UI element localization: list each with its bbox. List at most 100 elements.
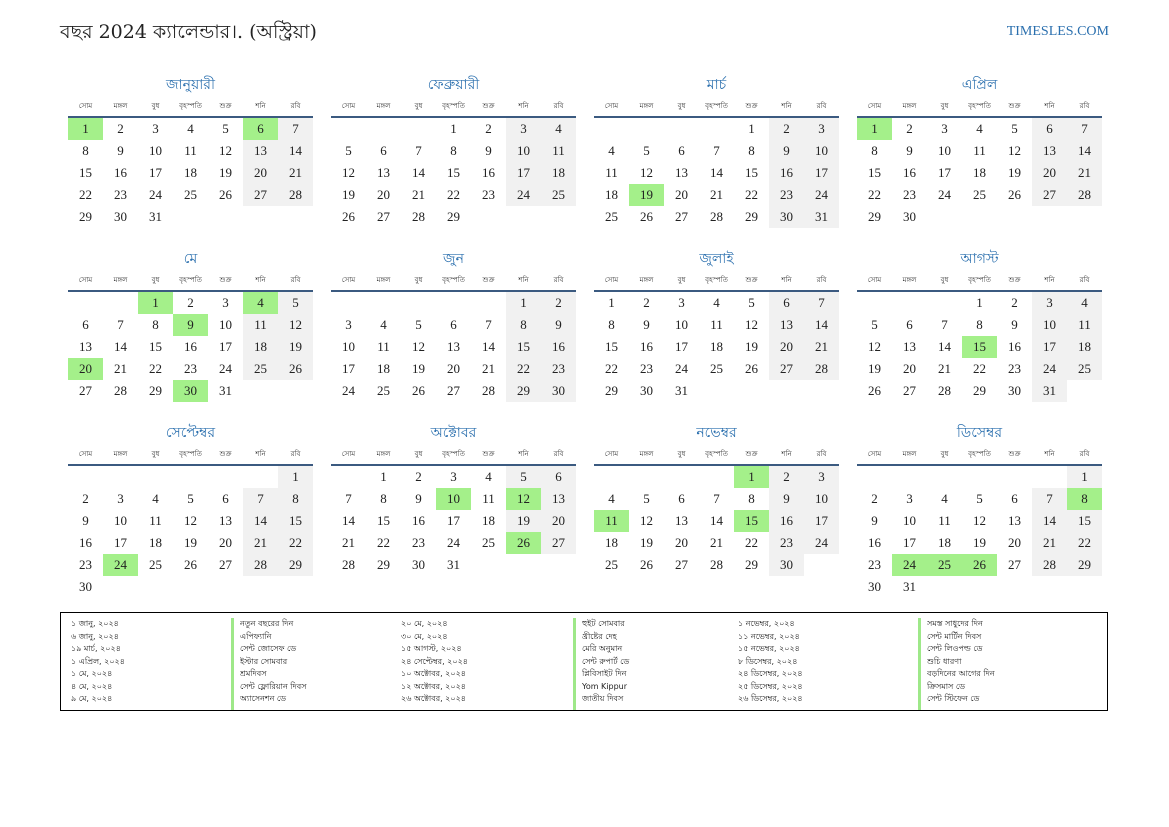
day-cell: 22 xyxy=(79,187,92,202)
day-cell: 3 xyxy=(678,295,685,310)
weekday-header: সোম মঙ্গল বুধ বৃহস্পতি শুক্র শনি রবি xyxy=(857,444,1102,466)
holiday-date: ১ মে, ২০২৪ xyxy=(71,669,113,678)
day-cell: 29 xyxy=(79,209,92,224)
day-cell: 15 xyxy=(447,165,460,180)
day-cell: 29 xyxy=(868,209,881,224)
day-cell: 2 xyxy=(769,118,804,140)
day-cell: 4 xyxy=(1067,292,1102,314)
day-cell: 10 xyxy=(903,513,916,528)
day-cell: 19 xyxy=(506,510,541,532)
day-cell: 1 xyxy=(1067,466,1102,488)
day-cell: 28 xyxy=(1032,554,1067,576)
day-cell: 10 xyxy=(1032,314,1067,336)
days-grid: 1 2 3 4 5 6 7 8 9 10 11 12 13 14 15 16 17 18 19 20 21 22 23 24 2… xyxy=(594,292,839,402)
day-cell: 25 xyxy=(482,535,495,550)
day-cell: 30 xyxy=(868,579,881,594)
holiday-name: ক্রিসমাস ডে xyxy=(927,681,965,691)
weekday-label: শনি xyxy=(1044,450,1055,458)
day-cell: 7 xyxy=(415,143,422,158)
holiday-day: 19 xyxy=(629,184,664,206)
weekday-label: শনি xyxy=(518,102,529,110)
empty-cell xyxy=(103,292,138,314)
day-cell: 31 xyxy=(1032,380,1067,402)
day-cell: 12 xyxy=(640,165,653,180)
day-cell: 2 xyxy=(117,121,124,136)
weekday-label: শুক্র xyxy=(219,450,232,458)
day-cell: 2 xyxy=(187,295,194,310)
day-cell: 11 xyxy=(710,317,723,332)
day-cell: 28 xyxy=(342,557,355,572)
weekday-label: বুধ xyxy=(151,450,160,458)
day-cell: 29 xyxy=(973,383,986,398)
holiday-date: ১৫ নভেম্বর, ২০২৪ xyxy=(738,644,800,653)
day-cell: 28 xyxy=(938,383,951,398)
day-cell: 25 xyxy=(1067,358,1102,380)
holiday-name: সেন্ট জোসেফ ডে xyxy=(240,644,297,653)
day-cell: 16 xyxy=(541,336,576,358)
weekday-label: শুক্র xyxy=(1008,102,1021,110)
day-cell: 11 xyxy=(184,143,197,158)
day-cell: 1 xyxy=(450,121,457,136)
weekday-header: সোম মঙ্গল বুধ বৃহস্পতি শুক্র শনি রবি xyxy=(331,270,576,292)
day-cell: 14 xyxy=(938,339,951,354)
day-cell: 26 xyxy=(342,209,355,224)
weekday-label: মঙ্গল xyxy=(113,276,128,284)
day-cell: 27 xyxy=(1032,184,1067,206)
day-cell: 24 xyxy=(804,532,839,554)
holiday-day: 4 xyxy=(243,292,278,314)
day-cell: 15 xyxy=(605,339,618,354)
day-cell: 6 xyxy=(906,317,913,332)
day-cell: 11 xyxy=(149,513,162,528)
days-grid: 1 2 3 4 5 6 7 8 9 10 11 12 13 14 15 16 17 18 19 20 21 22 23 24 2… xyxy=(594,118,839,228)
empty-cell xyxy=(471,292,506,314)
day-cell: 7 xyxy=(243,488,278,510)
holiday-name: সেন্ট লিওপল্ড ডে xyxy=(927,644,983,653)
day-cell: 15 xyxy=(745,165,758,180)
day-cell: 17 xyxy=(447,513,460,528)
holiday-date: ৯ মে, ২০২৪ xyxy=(71,694,113,703)
holiday-day: 26 xyxy=(962,554,997,576)
day-cell: 18 xyxy=(1067,336,1102,358)
day-cell: 2 xyxy=(1011,295,1018,310)
day-cell: 12 xyxy=(412,339,425,354)
day-cell: 5 xyxy=(278,292,313,314)
day-cell: 2 xyxy=(643,295,650,310)
day-cell: 24 xyxy=(804,184,839,206)
day-cell: 9 xyxy=(541,314,576,336)
day-cell: 21 xyxy=(342,535,355,550)
day-cell: 23 xyxy=(184,361,197,376)
day-cell: 1 xyxy=(278,466,313,488)
empty-cell xyxy=(243,466,278,488)
day-cell: 28 xyxy=(710,209,723,224)
day-cell: 4 xyxy=(541,118,576,140)
holiday-legend: ১ জানু, ২০২৪ ৬ জানু, ২০২৪ ১৯ মার্চ, ২০২৪ ১ … xyxy=(60,612,1108,711)
day-cell: 9 xyxy=(415,491,422,506)
day-cell: 21 xyxy=(243,532,278,554)
day-cell: 16 xyxy=(769,162,804,184)
day-cell: 3 xyxy=(906,491,913,506)
day-cell: 4 xyxy=(380,317,387,332)
day-cell: 19 xyxy=(868,361,881,376)
day-cell: 14 xyxy=(710,513,723,528)
empty-cell xyxy=(401,292,436,314)
day-cell: 30 xyxy=(769,554,804,576)
holiday-day: 1 xyxy=(857,118,892,140)
day-cell: 8 xyxy=(380,491,387,506)
day-cell: 19 xyxy=(278,336,313,358)
weekday-header: সোম মঙ্গল বুধ বৃহস্পতি শুক্র শনি রবি xyxy=(594,270,839,292)
holiday-day: 15 xyxy=(734,510,769,532)
day-cell: 29 xyxy=(745,209,758,224)
day-cell: 23 xyxy=(903,187,916,202)
site-link[interactable]: TIMESLES.COM xyxy=(1006,24,1109,39)
month-name: নভেম্বর xyxy=(696,425,737,441)
weekday-label: বুধ xyxy=(151,276,160,284)
day-cell: 24 xyxy=(447,535,460,550)
day-cell: 25 xyxy=(541,184,576,206)
day-cell: 24 xyxy=(219,361,232,376)
weekday-label: রবি xyxy=(1079,450,1090,458)
day-cell: 18 xyxy=(541,162,576,184)
day-cell: 14 xyxy=(482,339,495,354)
day-cell: 3 xyxy=(1032,292,1067,314)
day-cell: 15 xyxy=(149,339,162,354)
day-cell: 3 xyxy=(804,118,839,140)
